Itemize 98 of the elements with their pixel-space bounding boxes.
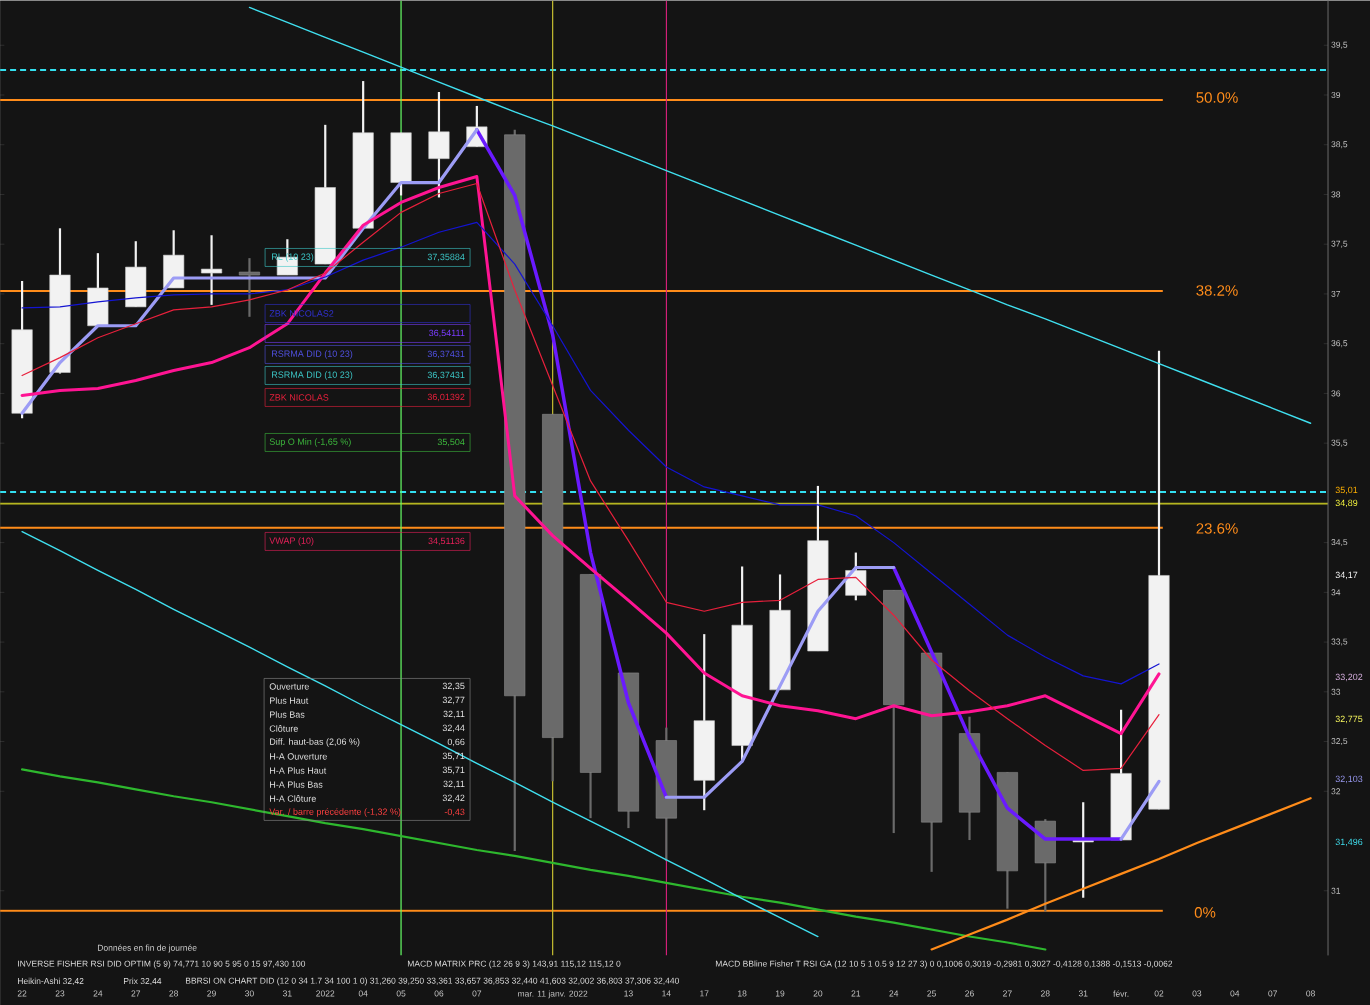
x-tick-label: 08: [1306, 990, 1315, 997]
annotation: 0%: [1194, 906, 1216, 918]
annotation: 37,35884: [427, 253, 465, 261]
annotation: 32,77: [442, 696, 465, 704]
annotation: 32,42: [442, 794, 465, 802]
annotation: 35,504: [437, 438, 465, 446]
annotation: Clôture: [269, 724, 298, 732]
x-tick-label: 27: [1003, 990, 1012, 997]
annotation: 32,35: [442, 682, 465, 690]
x-tick-label: 31: [1078, 990, 1088, 997]
annotation: Sup O Min (-1,65 %): [269, 438, 351, 447]
annotation: 35,71: [442, 752, 465, 760]
x-tick-label: 24: [889, 990, 899, 997]
x-tick-label: 06: [434, 990, 444, 997]
x-tick-label: 21: [851, 990, 861, 997]
annotation: RSRMA DID (10 23): [272, 350, 353, 359]
x-tick-label: 31: [282, 990, 292, 997]
annotation: 36,54111: [429, 329, 465, 337]
x-tick-label: 26: [965, 990, 974, 997]
annotation: 38.2%: [1196, 284, 1238, 296]
text: 34,17: [1335, 571, 1358, 579]
y-tick-label: 34,5: [1331, 538, 1348, 546]
x-tick-label: mar. 11 janv. 2022: [518, 990, 588, 999]
x-tick-label: 27: [131, 990, 141, 997]
x-tick-label: 18: [738, 990, 747, 997]
x-tick-label: 02: [1154, 990, 1164, 997]
annotation: 36,37431: [427, 371, 465, 379]
annotation: 32,11: [443, 710, 465, 718]
x-tick-label: 30: [245, 990, 254, 997]
x-tick-label: 04: [358, 990, 368, 997]
x-tick-label: 17: [700, 990, 709, 997]
annotation: 0,66: [447, 738, 465, 746]
annotation: ZBK NICOLAS: [269, 394, 329, 401]
x-tick-label: 23: [55, 990, 65, 997]
text: Heikin-Ashi 32,42: [17, 977, 84, 985]
x-tick-label: 05: [396, 990, 406, 997]
text: 31,496: [1335, 838, 1363, 846]
annotation: 35,71: [442, 766, 465, 774]
text: 34,89: [1335, 499, 1358, 507]
text: 35,01: [1335, 486, 1358, 494]
y-tick-label: 33: [1331, 688, 1341, 695]
x-tick-label: 2022: [316, 990, 335, 997]
annotation: Plus Bas: [270, 710, 305, 718]
annotation: H-A Plus Bas: [270, 780, 323, 788]
annotation: H-A Plus Haut: [270, 766, 327, 774]
y-tick-label: 33,5: [1331, 638, 1348, 646]
text: MACD BBline Fisher T RSI GA (12 10 5 1 0.5 9 12 27 3) 0 0,1006 0,3019 -0,2981 0,3027 -0,4128 0,1388 -0,1513 -0,0062: [715, 960, 1173, 969]
annotation: VWAP (10): [269, 537, 314, 546]
y-tick-label: 31: [1331, 887, 1341, 894]
text: INVERSE FISHER RSI DID OPTIM (5 9) 74,771 10 90 5 95 0 15 97,430 100: [18, 960, 306, 969]
x-tick-label: 04: [1230, 990, 1240, 997]
text: 33,202: [1335, 673, 1363, 681]
annotation: 34,51136: [428, 537, 465, 545]
text: MACD MATRIX PRC (12 26 9 3) 143,91 115,12 115,12 0: [407, 960, 621, 969]
x-tick-label: 14: [662, 990, 671, 997]
x-tick-label: 28: [1041, 990, 1050, 997]
y-tick-label: 38,5: [1331, 141, 1348, 149]
x-tick-label: 19: [775, 990, 785, 997]
annotation: 36,37431: [427, 350, 465, 358]
annotation: 32,11: [443, 780, 465, 788]
y-tick-label: 36,5: [1331, 339, 1348, 347]
x-tick-label: 20: [813, 990, 823, 997]
y-tick-label: 39,5: [1331, 41, 1348, 49]
x-tick-label: 22: [17, 990, 27, 997]
text: 32,103: [1335, 775, 1363, 783]
annotation: 50.0%: [1196, 91, 1238, 103]
annotation: Plus Haut: [270, 696, 309, 704]
annotation: 23.6%: [1196, 522, 1238, 534]
text: BBRSI ON CHART DID (12 0 34 1.7 34 100 1 0) 31,260 39,250 33,361 33,657 36,853 32,440 41,603 32,002 36,803 37,306 32,440: [185, 977, 679, 986]
y-tick-label: 39: [1331, 91, 1341, 98]
y-tick-label: 32: [1331, 788, 1341, 795]
annotation: -0,43: [444, 808, 465, 816]
text: Prix 32,44: [123, 977, 162, 985]
annotation: H-A Clôture: [270, 794, 316, 802]
text: 32,775: [1335, 715, 1363, 723]
annotation: 32,44: [442, 724, 465, 732]
x-tick-label: 25: [927, 990, 936, 997]
annotation: Ouverture: [269, 683, 309, 690]
x-tick-label: 03: [1192, 990, 1202, 997]
annotation: 36,01392: [427, 393, 465, 401]
annotation: Données en fin de journée: [97, 944, 197, 953]
x-tick-label: 13: [624, 990, 633, 997]
x-tick-label: 28: [169, 990, 179, 997]
y-tick-label: 37,5: [1331, 240, 1348, 248]
annotation: RSRMA DID (10 23): [272, 371, 353, 380]
y-tick-label: 35,5: [1331, 439, 1348, 447]
x-tick-label: 29: [207, 990, 216, 997]
annotation: Diff. haut-bas (2,06 %): [270, 738, 360, 747]
y-tick-label: 37: [1331, 290, 1341, 297]
y-tick-label: 38: [1331, 191, 1341, 198]
x-tick-label: 07: [1268, 990, 1277, 997]
y-tick-label: 34: [1331, 589, 1341, 596]
annotation: H-A Ouverture: [270, 753, 327, 760]
x-tick-label: févr.: [1113, 990, 1129, 997]
x-tick-label: 07: [472, 990, 482, 997]
x-tick-label: 24: [93, 990, 103, 997]
y-tick-label: 36: [1331, 390, 1341, 397]
y-tick-label: 32,5: [1331, 737, 1348, 745]
